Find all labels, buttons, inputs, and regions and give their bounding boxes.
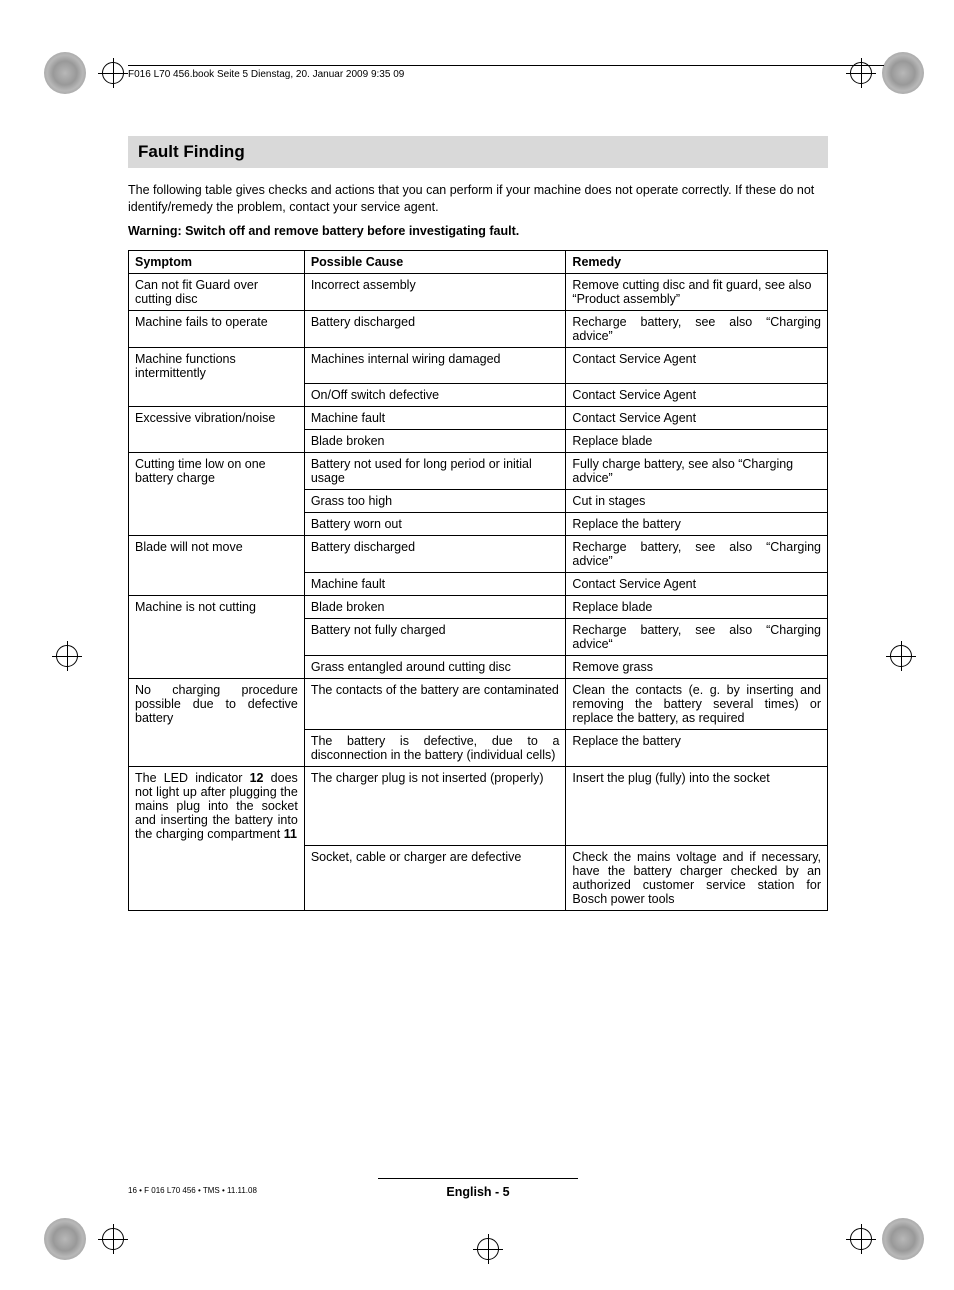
cell-remedy: Insert the plug (fully) into the socket (566, 767, 828, 846)
cell-remedy: Clean the contacts (e. g. by inserting a… (566, 679, 828, 730)
th-symptom: Symptom (129, 250, 305, 273)
cell-remedy: Fully charge battery, see also “Charging… (566, 453, 828, 490)
th-cause: Possible Cause (304, 250, 566, 273)
table-row: On/Off switch defectiveContact Service A… (129, 384, 828, 407)
cell-remedy: Contact Service Agent (566, 384, 828, 407)
table-row: The LED indicator 12 does not light up a… (129, 767, 828, 846)
cell-symptom: Excessive vibration/noise (129, 407, 305, 430)
table-row: Socket, cable or charger are defectiveCh… (129, 845, 828, 910)
cell-cause: Grass entangled around cutting disc (304, 656, 566, 679)
crop-corner-bl (44, 1218, 86, 1260)
warning-text: Warning: Switch off and remove battery b… (128, 224, 828, 238)
cell-symptom: The LED indicator 12 does not light up a… (129, 767, 305, 846)
table-row: Can not fit Guard over cutting discIncor… (129, 273, 828, 310)
cell-cause: Socket, cable or charger are defective (304, 845, 566, 910)
table-row: Grass entangled around cutting discRemov… (129, 656, 828, 679)
crop-corner-tr (882, 52, 924, 94)
cell-remedy: Recharge battery, see also “Charging adv… (566, 619, 828, 656)
cell-symptom (129, 619, 305, 656)
cell-remedy: Contact Service Agent (566, 573, 828, 596)
cell-symptom (129, 656, 305, 679)
cell-cause: The battery is defective, due to a disco… (304, 730, 566, 767)
cell-cause: Battery discharged (304, 536, 566, 573)
cell-symptom (129, 845, 305, 910)
cell-remedy: Cut in stages (566, 490, 828, 513)
reg-mark-br (850, 1228, 872, 1250)
cell-symptom: Machine fails to operate (129, 310, 305, 347)
cell-symptom (129, 384, 305, 407)
cell-remedy: Replace blade (566, 596, 828, 619)
cell-symptom (129, 430, 305, 453)
table-row: The battery is defective, due to a disco… (129, 730, 828, 767)
cell-remedy: Replace the battery (566, 730, 828, 767)
table-row: No charging procedure possible due to de… (129, 679, 828, 730)
section-title: Fault Finding (128, 136, 828, 168)
crop-corner-br (882, 1218, 924, 1260)
cell-cause: Battery discharged (304, 310, 566, 347)
cell-remedy: Remove grass (566, 656, 828, 679)
cell-cause: On/Off switch defective (304, 384, 566, 407)
table-row: Blade will not moveBattery dischargedRec… (129, 536, 828, 573)
cell-cause: Incorrect assembly (304, 273, 566, 310)
reg-mark-bl (102, 1228, 124, 1250)
cell-symptom: Machine is not cutting (129, 596, 305, 619)
cell-remedy: Remove cutting disc and fit guard, see a… (566, 273, 828, 310)
cell-remedy: Check the mains voltage and if necessary… (566, 845, 828, 910)
cell-cause: Machines internal wiring damaged (304, 347, 566, 384)
crop-corner-tl (44, 52, 86, 94)
footer-docid: 16 • F 016 L70 456 • TMS • 11.11.08 (128, 1186, 257, 1195)
table-header-row: Symptom Possible Cause Remedy (129, 250, 828, 273)
table-row: Machine fails to operateBattery discharg… (129, 310, 828, 347)
reg-mark-mr (890, 645, 912, 667)
cell-remedy: Contact Service Agent (566, 407, 828, 430)
table-row: Battery not fully chargedRecharge batter… (129, 619, 828, 656)
cell-symptom: Machine functions intermittently (129, 347, 305, 384)
cell-cause: Battery not used for long period or init… (304, 453, 566, 490)
cell-cause: Battery worn out (304, 513, 566, 536)
cell-remedy: Contact Service Agent (566, 347, 828, 384)
cell-cause: Machine fault (304, 407, 566, 430)
page-number: English - 5 (446, 1185, 509, 1199)
reg-mark-tl (102, 62, 124, 84)
cell-cause: Machine fault (304, 573, 566, 596)
cell-cause: Grass too high (304, 490, 566, 513)
page-content: Fault Finding The following table gives … (128, 136, 828, 911)
cell-remedy: Recharge battery, see also “Charging adv… (566, 536, 828, 573)
running-head: F016 L70 456.book Seite 5 Dienstag, 20. … (128, 65, 884, 80)
cell-symptom: No charging procedure possible due to de… (129, 679, 305, 730)
cell-cause: Blade broken (304, 430, 566, 453)
cell-remedy: Replace the battery (566, 513, 828, 536)
table-row: Machine faultContact Service Agent (129, 573, 828, 596)
cell-symptom: Can not fit Guard over cutting disc (129, 273, 305, 310)
cell-symptom (129, 490, 305, 513)
table-row: Machine is not cuttingBlade brokenReplac… (129, 596, 828, 619)
table-row: Machine functions intermittentlyMachines… (129, 347, 828, 384)
table-row: Battery worn outReplace the battery (129, 513, 828, 536)
intro-text: The following table gives checks and act… (128, 182, 828, 216)
reg-mark-bc (477, 1238, 499, 1260)
cell-remedy: Replace blade (566, 430, 828, 453)
cell-symptom: Cutting time low on one battery charge (129, 453, 305, 490)
cell-remedy: Recharge battery, see also “Charging adv… (566, 310, 828, 347)
footer-rule (378, 1178, 578, 1179)
reg-mark-ml (56, 645, 78, 667)
table-row: Excessive vibration/noiseMachine faultCo… (129, 407, 828, 430)
cell-symptom: Blade will not move (129, 536, 305, 573)
th-remedy: Remedy (566, 250, 828, 273)
cell-symptom (129, 730, 305, 767)
cell-cause: The charger plug is not inserted (proper… (304, 767, 566, 846)
table-row: Cutting time low on one battery chargeBa… (129, 453, 828, 490)
cell-cause: The contacts of the battery are contamin… (304, 679, 566, 730)
table-row: Grass too highCut in stages (129, 490, 828, 513)
fault-table: Symptom Possible Cause Remedy Can not fi… (128, 250, 828, 911)
cell-symptom (129, 573, 305, 596)
cell-cause: Blade broken (304, 596, 566, 619)
cell-symptom (129, 513, 305, 536)
table-row: Blade brokenReplace blade (129, 430, 828, 453)
cell-cause: Battery not fully charged (304, 619, 566, 656)
